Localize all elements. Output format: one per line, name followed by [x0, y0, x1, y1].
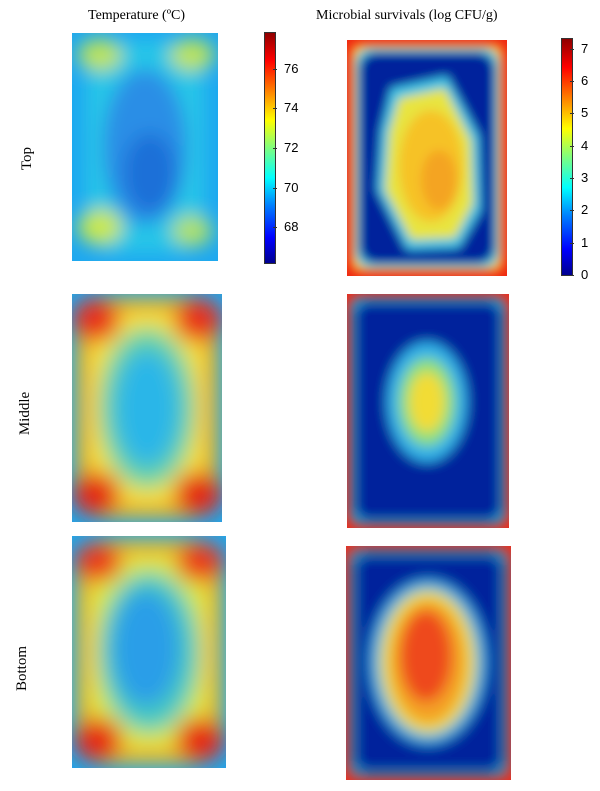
microbial-map-bottom — [346, 546, 511, 780]
microbial-column-title: Microbial survivals (log CFU/g) — [316, 8, 498, 23]
row-label-bottom: Bottom — [14, 645, 31, 692]
temperature-map-bottom — [72, 536, 226, 768]
temperature-map-top — [72, 33, 218, 261]
temperature-map-middle — [72, 294, 222, 522]
temperature-colorbar-tick-mark — [273, 187, 277, 189]
microbial-colorbar-tick-mark — [570, 242, 574, 244]
microbial-colorbar-tick-label: 1 — [581, 234, 589, 250]
microbial-colorbar-tick-label: 3 — [581, 170, 589, 185]
temperature-colorbar-tick-label: 70 — [284, 179, 299, 195]
microbial-colorbar-tick-mark — [570, 81, 574, 83]
temperature-colorbar-tick-mark — [273, 227, 277, 229]
temperature-colorbar-tick-mark — [273, 68, 277, 70]
microbial-colorbar-tick-mark — [570, 48, 574, 50]
temperature-colorbar-tick-label: 68 — [284, 219, 299, 235]
microbial-colorbar-tick-mark — [570, 275, 574, 276]
temperature-colorbar-tick-label: 74 — [284, 100, 299, 116]
temperature-colorbar-tick-mark — [273, 148, 277, 149]
microbial-colorbar-tick-mark — [570, 145, 574, 147]
temperature-column-title: Temperature (ºC) — [88, 8, 186, 23]
temperature-colorbar-tick-mark — [273, 108, 277, 110]
microbial-colorbar-tick-label: 2 — [581, 202, 589, 218]
temperature-colorbar-tick-label: 76 — [284, 60, 299, 76]
microbial-colorbar-tick-mark — [570, 210, 574, 212]
microbial-colorbar-tick-label: 6 — [581, 73, 589, 89]
microbial-colorbar-tick-mark — [570, 178, 574, 179]
microbial-colorbar-tick-label: 0 — [581, 267, 589, 282]
microbial-colorbar-tick-label: 4 — [581, 137, 589, 153]
microbial-map-middle — [347, 294, 509, 528]
row-label-middle: Middle — [17, 391, 34, 436]
temperature-colorbar-tick-label: 72 — [284, 140, 299, 155]
microbial-map-top — [347, 40, 507, 276]
microbial-colorbar-tick-mark — [570, 113, 574, 115]
microbial-colorbar-tick-label: 5 — [581, 105, 589, 121]
microbial-colorbar-tick-label: 7 — [581, 40, 589, 56]
row-label-top: Top — [19, 146, 36, 171]
microbial-colorbar — [561, 38, 573, 276]
